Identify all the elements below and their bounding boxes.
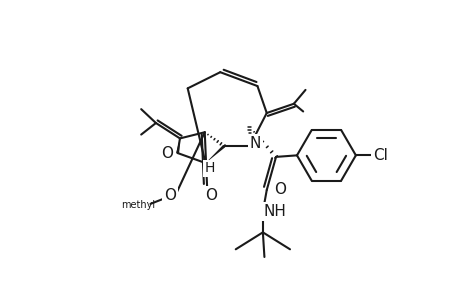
Polygon shape xyxy=(205,145,225,163)
Text: O: O xyxy=(205,188,217,203)
Text: O: O xyxy=(273,182,285,197)
Polygon shape xyxy=(176,138,179,153)
Text: H: H xyxy=(204,161,214,176)
Text: O: O xyxy=(163,188,175,203)
Text: Cl: Cl xyxy=(372,148,387,163)
Text: NH: NH xyxy=(263,204,285,219)
Text: N: N xyxy=(249,136,260,151)
Text: O: O xyxy=(161,146,173,160)
Text: methyl: methyl xyxy=(121,200,155,210)
